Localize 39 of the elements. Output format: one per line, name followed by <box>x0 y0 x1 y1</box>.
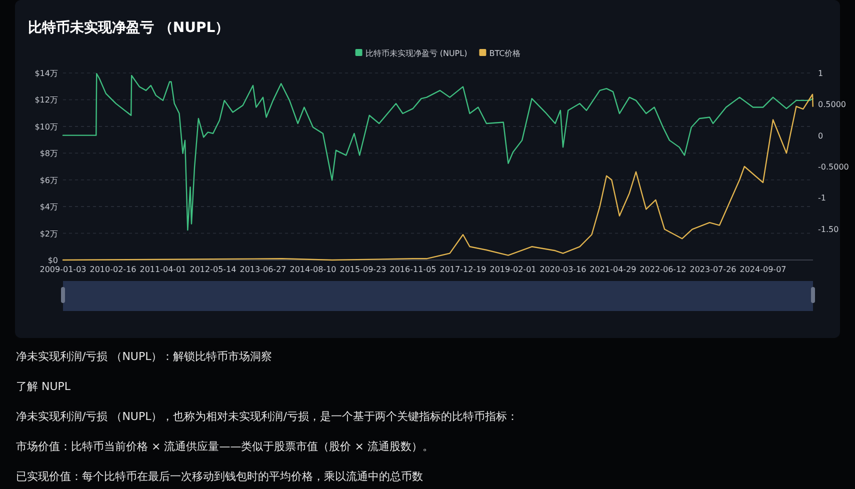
x-tick-label: 2024-09-07 <box>740 265 786 274</box>
x-tick-label: 2012-05-14 <box>190 265 236 274</box>
text: 净未实现利润/亏损 （NUPL）：解锁比特币市场洞察 <box>16 350 272 363</box>
y-tick-label: $12万 <box>34 96 58 105</box>
y2-tick-label: -0.5000 <box>818 162 849 172</box>
text: 净未实现利润/亏损 （NUPL），也称为相对未实现利润/亏损，是一个基于两个关键指标的比特币指标： <box>16 410 518 423</box>
x-tick-label: 2016-11-05 <box>390 265 436 274</box>
y2-tick-label: 0.5000 <box>818 100 846 110</box>
text: 已实现价值：每个比特币在最后一次移动到钱包时的平均价格，乘以流通中的总币数 <box>16 470 423 483</box>
line-series <box>62 94 814 261</box>
chart-title: 比特币未实现净盈亏 （NUPL） <box>28 19 230 36</box>
y2-tick-label: 0 <box>818 131 824 140</box>
x-tick-label: 2013-06-27 <box>240 265 286 274</box>
y-tick-label: $8万 <box>40 149 58 158</box>
y-tick-label: $10万 <box>34 122 58 132</box>
y2-tick-label: -1 <box>818 194 826 203</box>
y2-tick-label: 1 <box>818 69 824 78</box>
text: 了解 NUPL <box>16 380 72 393</box>
y-tick-label: $4万 <box>40 202 58 212</box>
y-tick-label: $6万 <box>40 176 58 185</box>
x-tick-label: 2009-01-03 <box>40 265 86 274</box>
line-series <box>62 73 814 231</box>
y-tick-label: $0 <box>48 256 58 265</box>
x-tick-label: 2014-08-10 <box>290 265 336 274</box>
x-tick-label: 2022-06-12 <box>640 265 686 274</box>
x-tick-label: 2019-02-01 <box>490 265 536 274</box>
x-tick-label: 2017-12-19 <box>440 265 486 274</box>
y-tick-label: $2万 <box>40 229 58 238</box>
x-tick-label: 2021-04-29 <box>590 265 636 274</box>
x-tick-label: 2010-02-16 <box>90 265 136 274</box>
legend-label: 比特币未实现净盈亏 (NUPL) <box>365 49 468 58</box>
x-tick-label: 2020-03-16 <box>540 265 586 274</box>
x-tick-label: 2011-04-01 <box>140 265 186 274</box>
y2-tick-label: -1.50 <box>818 224 839 234</box>
legend-label: BTC价格 <box>489 49 521 58</box>
x-tick-label: 2023-07-26 <box>690 265 736 274</box>
x-tick-label: 2015-09-23 <box>340 265 386 274</box>
y-tick-label: $14万 <box>34 69 58 78</box>
text: 市场价值：比特币当前价格 × 流通供应量——类似于股票市值（股价 × 流通股数）。 <box>16 440 434 453</box>
